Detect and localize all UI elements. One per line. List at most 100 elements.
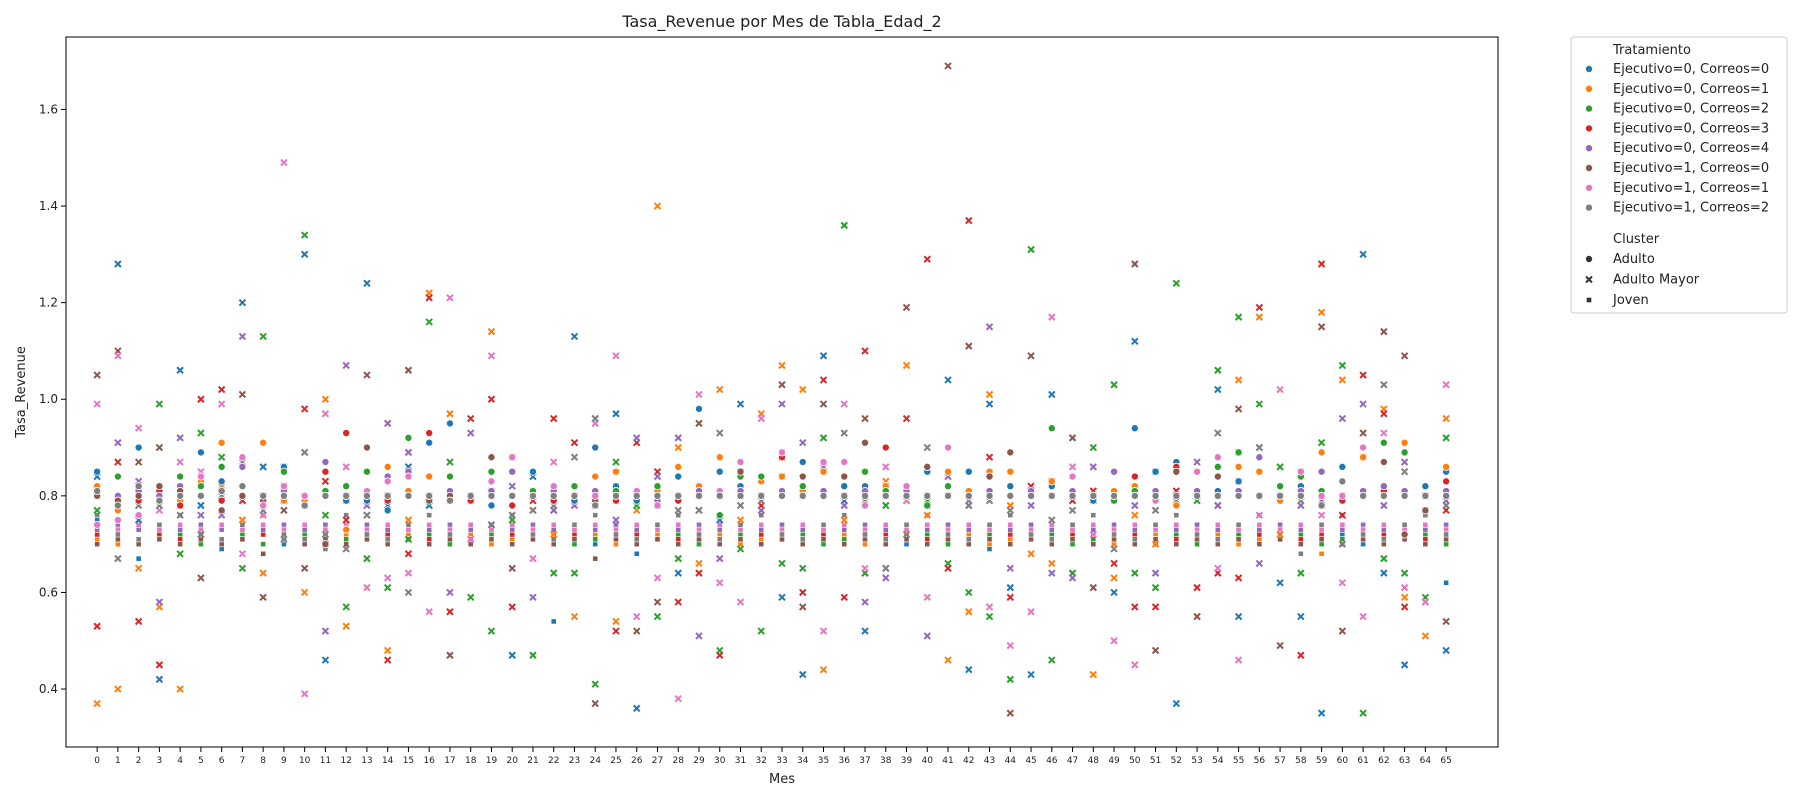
data-point <box>93 487 102 496</box>
data-point <box>321 511 330 519</box>
data-point <box>447 526 453 533</box>
data-point <box>1442 477 1451 486</box>
data-point <box>404 448 413 457</box>
data-point <box>1151 603 1160 611</box>
data-point <box>94 531 101 538</box>
data-point <box>446 588 454 597</box>
data-point <box>778 381 786 389</box>
data-point <box>965 526 972 533</box>
data-point <box>1152 526 1159 533</box>
x-tick-label: 10 <box>299 756 311 766</box>
data-point <box>736 545 745 553</box>
x-tick-label: 57 <box>1274 756 1285 766</box>
data-point <box>550 618 557 625</box>
data-point <box>1422 531 1429 538</box>
data-point <box>757 627 765 635</box>
data-point <box>715 491 724 500</box>
data-point <box>1317 439 1326 447</box>
data-point <box>819 352 828 360</box>
data-point <box>177 541 184 548</box>
data-point <box>1380 501 1388 510</box>
data-point <box>591 699 599 708</box>
data-point <box>114 541 121 548</box>
legend-label: Ejecutivo=1, Correos=2 <box>1613 201 1769 216</box>
data-point <box>757 506 765 515</box>
data-point <box>862 526 868 533</box>
data-point <box>1400 352 1409 360</box>
data-point <box>571 526 578 533</box>
data-point <box>861 564 869 573</box>
data-point <box>508 453 517 462</box>
data-point <box>1131 569 1139 577</box>
data-point <box>1379 482 1388 491</box>
data-point <box>1360 541 1367 548</box>
data-point <box>1172 279 1181 288</box>
data-point <box>1255 491 1264 500</box>
x-tick-label: 24 <box>589 756 601 766</box>
data-point <box>1111 521 1117 528</box>
data-point <box>1027 245 1035 254</box>
data-point <box>1068 491 1077 500</box>
data-point <box>1380 569 1388 577</box>
x-tick-label: 23 <box>569 756 580 766</box>
data-point <box>841 541 848 548</box>
data-point <box>487 501 496 510</box>
data-point <box>1379 491 1388 500</box>
data-point <box>715 467 724 476</box>
data-point <box>1047 491 1056 500</box>
x-tick-label: 4 <box>177 756 183 766</box>
data-point <box>965 588 973 597</box>
data-point <box>1007 536 1014 543</box>
data-point <box>1400 530 1409 539</box>
data-point <box>758 541 765 548</box>
data-point <box>944 482 953 491</box>
x-tick-label: 64 <box>1420 756 1432 766</box>
data-point <box>1090 521 1097 528</box>
data-point <box>861 347 869 355</box>
legend-marker <box>1585 254 1594 263</box>
data-point <box>840 482 849 491</box>
data-point <box>1318 541 1325 548</box>
data-point <box>1089 583 1098 592</box>
data-point <box>321 477 330 486</box>
data-point <box>1131 531 1138 538</box>
data-point <box>591 443 600 452</box>
data-point <box>1027 501 1035 510</box>
data-point <box>1048 313 1056 321</box>
legend-frame <box>1570 36 1788 314</box>
data-point <box>113 501 122 510</box>
data-point <box>737 521 744 528</box>
data-point <box>902 491 911 500</box>
data-point <box>965 501 973 510</box>
data-point <box>281 531 287 538</box>
data-point <box>944 62 952 70</box>
data-point <box>176 550 184 558</box>
data-point <box>1359 400 1367 408</box>
legend-label: Ejecutivo=0, Correos=0 <box>1613 62 1769 77</box>
data-point <box>965 531 972 538</box>
data-point <box>1338 540 1347 548</box>
data-point <box>716 531 723 538</box>
data-point <box>446 294 454 302</box>
data-point <box>321 458 330 467</box>
data-point <box>1027 491 1036 500</box>
data-point <box>425 608 433 616</box>
data-point <box>1214 541 1221 548</box>
data-point <box>550 530 558 539</box>
data-point <box>716 385 724 394</box>
data-point <box>1028 531 1034 538</box>
data-point <box>301 531 308 538</box>
data-point <box>1422 526 1429 533</box>
data-point <box>1256 536 1263 543</box>
data-point <box>819 467 828 476</box>
data-point <box>799 531 806 538</box>
data-point <box>861 467 870 476</box>
data-point <box>1255 559 1264 568</box>
x-tick-label: 30 <box>714 756 726 766</box>
data-point <box>134 443 143 452</box>
data-point <box>1089 443 1098 452</box>
data-point <box>1360 526 1367 533</box>
data-point <box>841 536 848 543</box>
data-point <box>592 555 599 562</box>
data-point <box>778 400 786 408</box>
